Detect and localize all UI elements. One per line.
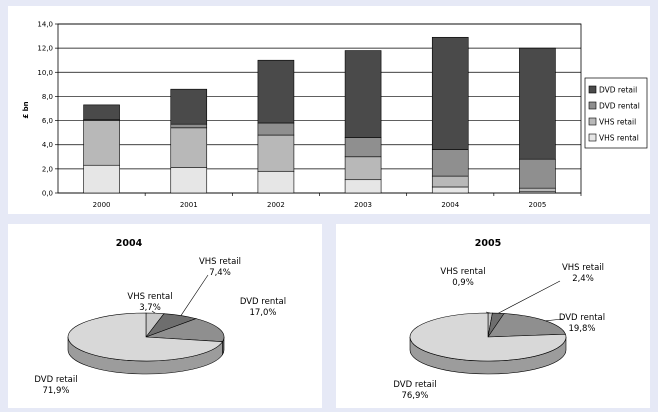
x-tick-label: 2004	[441, 201, 459, 209]
legend-label: DVD rental	[599, 102, 640, 111]
leader-line	[545, 318, 564, 322]
stacked-bar-chart: 0,02,04,06,08,010,012,014,0 £ bn 2000 200…	[22, 21, 648, 209]
leader-line	[485, 311, 491, 314]
bar-segment	[431, 186, 469, 194]
bar-segment	[170, 167, 208, 194]
slice-label: VHS rental	[127, 292, 172, 302]
slice-label: VHS retail	[562, 263, 604, 273]
slice-percent: 2,4%	[572, 274, 594, 284]
bar-segment	[170, 127, 208, 168]
bar-segment	[257, 170, 295, 194]
bar-segment	[431, 36, 469, 150]
y-tick-label: 12,0	[37, 45, 53, 53]
x-tick-label: 2000	[93, 201, 111, 209]
slice-percent: 76,9%	[401, 391, 428, 401]
legend-label: VHS rental	[599, 134, 639, 143]
bars	[83, 36, 556, 194]
legend-swatch	[588, 85, 597, 94]
y-tick-label: 0,0	[42, 190, 53, 198]
bar-segment	[344, 179, 382, 194]
y-tick-label: 4,0	[42, 141, 53, 149]
bar-segment	[170, 123, 208, 129]
slice-percent: 7,4%	[209, 268, 231, 278]
slice-percent: 17,0%	[249, 308, 276, 318]
x-tick-label: 2003	[354, 201, 372, 209]
pie-slice	[145, 318, 225, 342]
plot-frame	[57, 23, 582, 194]
gridlines	[57, 23, 582, 194]
y-axis-ticks: 0,0 2,0 4,0 6,0 8,0 10,0 12,0 14,0	[37, 21, 58, 198]
x-tick-label: 2005	[529, 201, 547, 209]
bar-segment	[83, 164, 120, 194]
x-tick-label: 2001	[180, 201, 198, 209]
y-tick-label: 10,0	[37, 69, 53, 77]
y-tick-label: 6,0	[42, 117, 53, 125]
x-tick-label: 2002	[267, 201, 285, 209]
bar-segment	[519, 187, 556, 193]
slice-label: VHS rental	[440, 267, 485, 277]
slice-label: DVD rental	[559, 313, 605, 323]
pie-slice	[409, 312, 567, 362]
slice-percent: 19,8%	[568, 324, 595, 334]
legend-swatch	[588, 133, 597, 142]
y-axis-label: £ bn	[22, 101, 30, 118]
legend-label: DVD retail	[599, 86, 637, 95]
bar-segment	[519, 47, 556, 160]
y-tick-label: 2,0	[42, 165, 53, 173]
bar-segment	[170, 88, 208, 125]
bar-segment	[83, 120, 120, 166]
bar-segment	[344, 156, 382, 181]
bar-segment	[344, 137, 382, 158]
pie-slice	[67, 312, 224, 362]
slice-label: DVD rental	[240, 297, 286, 307]
pie-chart-2004-panel: 2004 VHS rental 3,7% VHS retail 7,4% DVD ren…	[8, 224, 322, 408]
slice-label: DVD retail	[393, 380, 436, 390]
legend-label: VHS retail	[599, 118, 636, 127]
bar-segment	[431, 175, 469, 188]
y-tick-label: 14,0	[37, 21, 53, 29]
leader-line	[151, 310, 156, 314]
bar-segment	[344, 50, 382, 138]
pie-title: 2005	[475, 238, 501, 249]
x-axis-ticks: 2000 2001 2002 2003 2004 2005	[93, 193, 582, 209]
pie-chart-2005-panel: 2005 VHS rental 0,9% VHS retail 2,4% DVD ren…	[336, 224, 650, 408]
bar-segment	[431, 149, 469, 177]
slice-label: VHS retail	[199, 257, 241, 267]
legend-swatch	[588, 117, 597, 126]
slice-percent: 0,9%	[452, 278, 474, 288]
stacked-bar-chart-panel: 0,0 2,0 4,0 6,0 8,0 10,0 12,0 14,0 £ bn 2000 200…	[8, 6, 650, 214]
bar-segment	[257, 134, 295, 172]
bar-segment	[519, 158, 556, 189]
bar-segment	[257, 59, 295, 124]
y-tick-label: 8,0	[42, 93, 53, 101]
bar-segment	[257, 122, 295, 136]
legend-swatch	[588, 101, 597, 110]
slice-percent: 3,7%	[139, 303, 161, 313]
bar-segment	[83, 104, 120, 120]
slice-percent: 71,9%	[42, 386, 69, 396]
leader-line	[180, 274, 209, 316]
leader-line	[498, 280, 561, 314]
slice-label: DVD retail	[34, 375, 77, 385]
legend: DVD retail DVD rental VHS retail VHS rental	[584, 77, 648, 149]
pie-title: 2004	[116, 238, 143, 249]
